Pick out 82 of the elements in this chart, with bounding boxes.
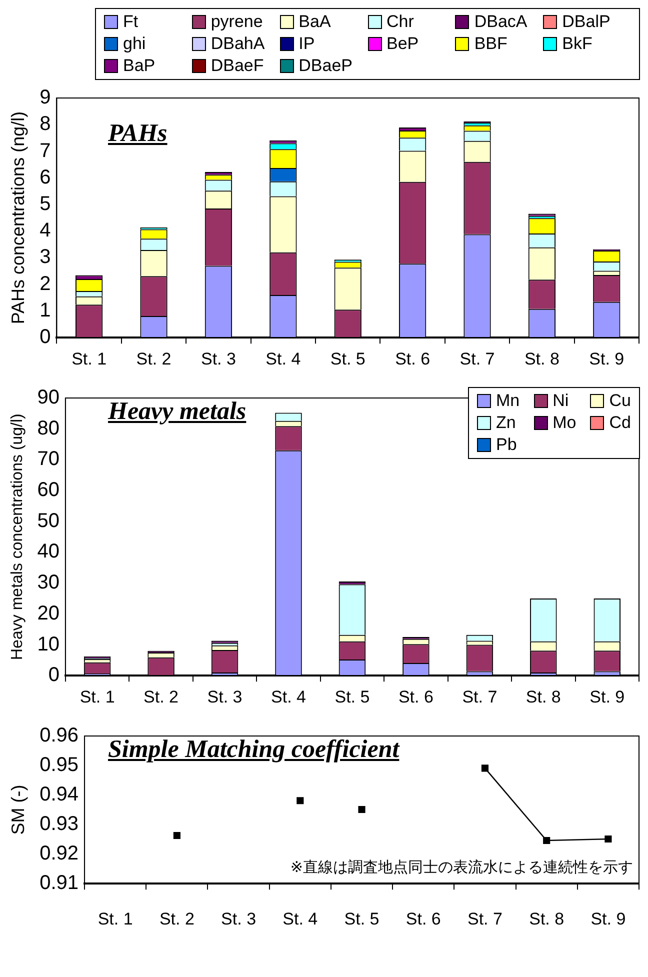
y-tick-label: 40 — [37, 540, 60, 563]
x-tick-label: St. 9 — [589, 349, 624, 368]
x-tick-label: St. 4 — [266, 349, 301, 368]
y-tick-label: 1 — [40, 299, 51, 322]
x-tick-label: St. 5 — [330, 349, 366, 368]
x-tick-label: St. 1 — [98, 909, 133, 928]
y-tick-label: 80 — [37, 417, 60, 440]
x-tick-label: St. 9 — [590, 687, 625, 706]
legend-label: DBalP — [562, 12, 610, 32]
x-tick-label: St. 9 — [590, 909, 626, 928]
x-tick-label: St. 7 — [467, 909, 502, 928]
y-tick-label: 0 — [40, 326, 51, 348]
legend-label: Zn — [496, 413, 516, 433]
y-tick-label: 8 — [40, 113, 51, 136]
x-tick-label: St. 8 — [526, 687, 561, 706]
y-tick-label: 20 — [37, 602, 60, 624]
x-tick-label: St. 6 — [398, 687, 434, 706]
x-tick-label: St. 2 — [136, 349, 172, 368]
y-tick-label: 5 — [40, 193, 51, 216]
legend-label: pyrene — [210, 12, 263, 32]
x-tick-label: St. 2 — [159, 909, 194, 928]
y-tick-label: 60 — [37, 479, 60, 502]
y-tick-label: 0 — [48, 664, 60, 686]
x-tick-label: St. 8 — [529, 909, 564, 928]
legend-label: Mn — [496, 391, 520, 411]
legend-label: Mo — [552, 413, 576, 433]
legend-label: Chr — [386, 12, 414, 32]
x-tick-label: St. 4 — [282, 909, 318, 928]
y-tick-label: 0.93 — [40, 813, 79, 836]
x-tick-label: St. 4 — [271, 687, 306, 706]
y-tick-label: 0.92 — [40, 842, 79, 865]
x-tick-label: St. 5 — [344, 909, 380, 928]
x-tick-label: St. 6 — [406, 909, 441, 928]
legend-label: BaP — [123, 56, 156, 76]
x-tick-label: St. 3 — [221, 909, 256, 928]
y-tick-label: 90 — [37, 386, 60, 409]
y-tick-label: 0.91 — [40, 872, 79, 894]
annotation: ※直線は調査地点同士の表流水による連続性を示す — [290, 858, 633, 876]
y-tick-label: 0.96 — [40, 724, 79, 747]
legend-label: Cu — [609, 391, 631, 411]
legend-label: DBaeP — [298, 56, 353, 76]
x-tick-label: St. 5 — [334, 687, 370, 706]
legend-label: IP — [298, 34, 315, 54]
x-tick-label: St. 8 — [524, 349, 560, 368]
legend-label: BeP — [386, 34, 419, 54]
y-axis-title: PAHs concentrations (ng/l) — [8, 111, 28, 324]
y-tick-label: 10 — [37, 633, 60, 656]
x-tick-label: St. 2 — [144, 687, 179, 706]
legend-label: Cd — [609, 413, 631, 433]
legend-label: DBahA — [210, 34, 265, 54]
legend-label: DBaeF — [210, 56, 264, 76]
legend-label: DBacA — [474, 12, 528, 32]
legend-label: ghi — [123, 34, 146, 54]
text: PAHs — [108, 120, 168, 148]
y-tick-label: 6 — [40, 166, 51, 188]
y-tick-label: 9 — [40, 86, 51, 109]
x-tick-label: St. 6 — [395, 349, 430, 368]
legend-label: Pb — [496, 435, 517, 455]
chart-title: Heavy metals — [108, 398, 246, 426]
legend-label: Ft — [123, 12, 138, 32]
legend-label: BBF — [474, 34, 508, 54]
x-tick-label: St. 1 — [80, 687, 115, 706]
x-tick-label: St. 7 — [462, 687, 498, 706]
y-axis-title: SM (-) — [8, 784, 28, 835]
y-tick-label: 50 — [37, 510, 60, 532]
y-tick-label: 3 — [40, 246, 51, 268]
x-tick-label: St. 7 — [460, 349, 495, 368]
x-tick-label: St. 3 — [200, 349, 236, 368]
legend-label: Ni — [552, 391, 569, 411]
chart-title: Simple Matching coefficient — [108, 736, 400, 764]
y-tick-label: 7 — [40, 140, 51, 162]
x-tick-label: St. 3 — [207, 687, 242, 706]
y-tick-label: 70 — [37, 448, 60, 470]
y-tick-label: 2 — [40, 272, 51, 295]
y-tick-label: 0.95 — [40, 754, 79, 776]
legend-label: BkF — [562, 34, 592, 54]
y-axis-title: Heavy metals concentrations (ug/l) — [9, 414, 26, 660]
legend-label: BaA — [298, 12, 331, 32]
y-tick-label: 0.94 — [40, 784, 79, 806]
y-tick-label: 30 — [37, 572, 60, 594]
y-tick-label: 4 — [40, 220, 51, 242]
x-tick-label: St. 1 — [72, 349, 107, 368]
